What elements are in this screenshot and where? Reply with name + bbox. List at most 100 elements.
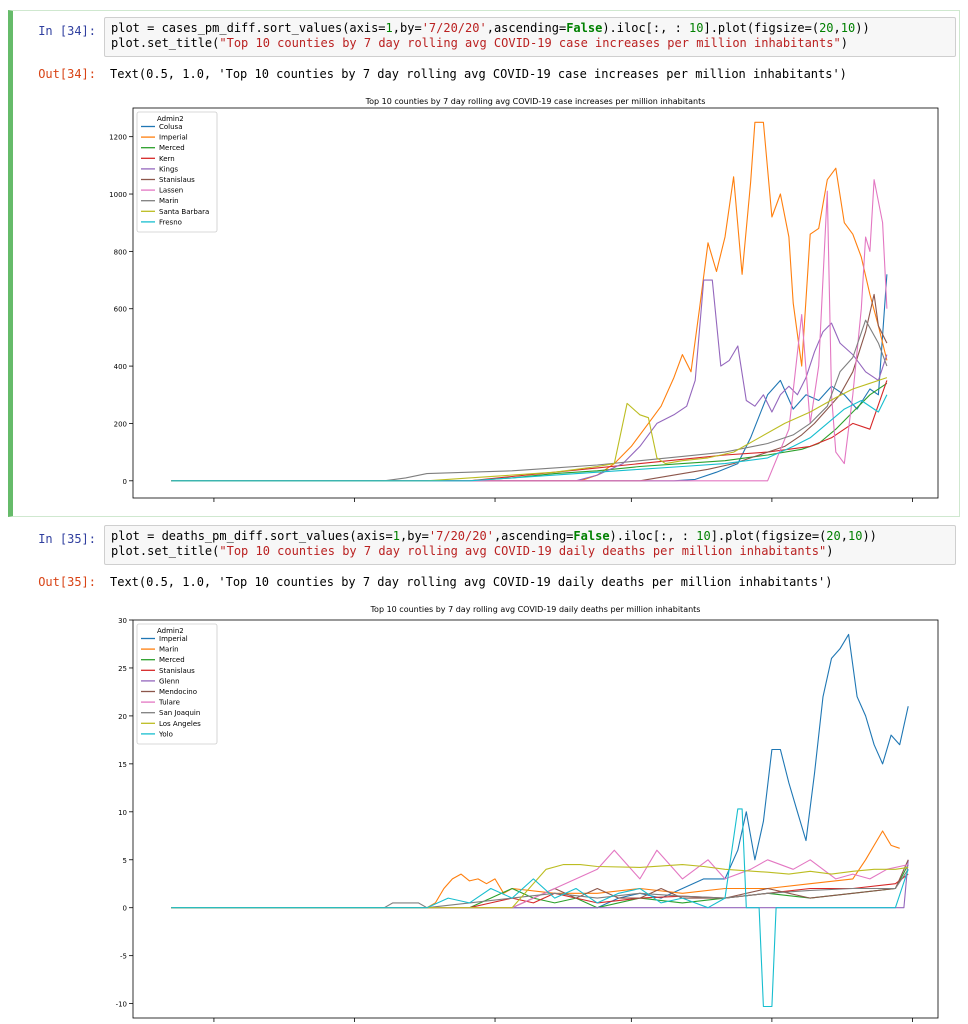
y-tick-label: 5 bbox=[123, 857, 127, 865]
y-tick-label: 30 bbox=[118, 617, 127, 625]
legend-label: Santa Barbara bbox=[159, 208, 209, 216]
legend-label: Glenn bbox=[159, 677, 180, 685]
legend-box bbox=[136, 623, 218, 745]
series-line-merced bbox=[171, 382, 888, 482]
legend-label: Yolo bbox=[158, 730, 173, 738]
code-text: plot = cases_pm_diff.sort_values(axis= bbox=[111, 21, 386, 35]
code-text: ,by= bbox=[400, 529, 429, 543]
legend-label: Marin bbox=[159, 197, 179, 205]
code-text: )) bbox=[862, 529, 877, 543]
y-tick-label: 800 bbox=[114, 248, 127, 256]
code-string: '7/20/20' bbox=[428, 529, 494, 543]
y-tick-label: 200 bbox=[114, 420, 127, 428]
notebook-cell-34[interactable] bbox=[8, 10, 960, 517]
y-tick-label: -10 bbox=[116, 1001, 127, 1009]
y-tick-label: 0 bbox=[123, 905, 127, 913]
series-line-stanislaus bbox=[171, 873, 909, 909]
code-text: ) bbox=[826, 544, 834, 558]
series-line-fresno bbox=[171, 394, 888, 482]
output-prompt-34: Out[34]: bbox=[38, 67, 96, 81]
legend-title: Admin2 bbox=[157, 115, 184, 123]
plot-frame bbox=[132, 107, 939, 499]
code-number: 1 bbox=[392, 529, 400, 543]
legend-label: Merced bbox=[159, 656, 185, 664]
code-text: , bbox=[833, 21, 841, 35]
code-text: ,ascending= bbox=[493, 529, 574, 543]
code-text: ,ascending= bbox=[486, 21, 567, 35]
input-prompt-35: In [35]: bbox=[38, 532, 96, 546]
code-text: ).iloc[:, : bbox=[609, 529, 697, 543]
legend-label: Kings bbox=[159, 165, 178, 173]
series-line-yolo bbox=[171, 808, 909, 1008]
y-tick-label: 15 bbox=[118, 761, 127, 769]
series-line-marin bbox=[171, 319, 888, 482]
legend-label: Marin bbox=[159, 646, 179, 654]
series-line-tulare bbox=[171, 849, 909, 909]
code-text: plot.set_title( bbox=[111, 544, 220, 558]
code-keyword: False bbox=[566, 21, 603, 35]
plot-frame bbox=[132, 619, 939, 1019]
legend-label: Merced bbox=[159, 144, 185, 152]
series-line-imperial bbox=[171, 121, 888, 482]
legend-label: San Joaquin bbox=[159, 709, 200, 717]
output-text-35: Text(0.5, 1.0, 'Top 10 counties by 7 day… bbox=[110, 575, 833, 589]
series-line-los-angeles bbox=[171, 864, 909, 909]
code-text: plot = deaths_pm_diff.sort_values(axis= bbox=[111, 529, 393, 543]
y-tick-label: 10 bbox=[118, 809, 127, 817]
code-number: 10 bbox=[696, 529, 711, 543]
legend-label: Stanislaus bbox=[159, 176, 195, 184]
code-text: ].plot(figsize=( bbox=[710, 529, 827, 543]
series-line-imperial bbox=[171, 633, 909, 909]
legend-label: Imperial bbox=[159, 635, 188, 643]
code-text: ,by= bbox=[392, 21, 422, 35]
legend-label: Lassen bbox=[159, 187, 183, 195]
legend-label: Colusa bbox=[159, 123, 183, 131]
code-text: ) bbox=[840, 36, 848, 50]
y-tick-label: -5 bbox=[120, 953, 127, 961]
y-tick-label: 0 bbox=[123, 478, 127, 486]
code-keyword: False bbox=[573, 529, 610, 543]
legend-title: Admin2 bbox=[157, 627, 184, 635]
code-number: 10 bbox=[840, 21, 856, 35]
output-text-34: Text(0.5, 1.0, 'Top 10 counties by 7 day… bbox=[110, 67, 847, 81]
legend-label: Tulare bbox=[158, 699, 180, 707]
code-text: )) bbox=[855, 21, 870, 35]
y-tick-label: 1200 bbox=[109, 134, 127, 142]
series-line-merced bbox=[171, 864, 909, 909]
y-tick-label: 400 bbox=[114, 363, 127, 371]
output-prompt-35: Out[35]: bbox=[38, 575, 96, 589]
code-number: 20 bbox=[826, 529, 841, 543]
input-prompt-34: In [34]: bbox=[38, 24, 96, 38]
code-string: "Top 10 counties by 7 day rolling avg CO… bbox=[219, 544, 827, 558]
legend-box bbox=[136, 111, 218, 233]
legend-label: Imperial bbox=[159, 134, 188, 142]
code-input-35[interactable]: plot = deaths_pm_diff.sort_values(axis=1… bbox=[104, 525, 956, 565]
series-line-san-joaquin bbox=[171, 868, 909, 909]
legend-label: Kern bbox=[159, 155, 175, 163]
code-string: '7/20/20' bbox=[421, 21, 487, 35]
code-string: "Top 10 counties by 7 day rolling avg CO… bbox=[219, 36, 841, 50]
code-text: , bbox=[840, 529, 848, 543]
code-input-34[interactable]: plot = cases_pm_diff.sort_values(axis=1,… bbox=[104, 17, 956, 57]
code-number: 10 bbox=[847, 529, 863, 543]
chart-title: Top 10 counties by 7 day rolling avg COV… bbox=[370, 605, 701, 614]
code-number: 1 bbox=[385, 21, 393, 35]
legend-label: Fresno bbox=[159, 218, 182, 226]
series-line-colusa bbox=[171, 274, 888, 482]
chart-title: Top 10 counties by 7 day rolling avg COV… bbox=[365, 97, 706, 106]
code-text: ).iloc[:, : bbox=[602, 21, 690, 35]
series-line-lassen bbox=[171, 179, 888, 482]
chart-0: Top 10 counties by 7 day rolling avg COV… bbox=[109, 97, 939, 502]
code-number: 10 bbox=[689, 21, 704, 35]
legend-label: Los Angeles bbox=[159, 720, 201, 728]
y-tick-label: 20 bbox=[118, 713, 127, 721]
series-line-kings bbox=[171, 279, 888, 482]
series-line-stanislaus bbox=[171, 293, 888, 482]
y-tick-label: 600 bbox=[114, 306, 127, 314]
code-number: 20 bbox=[819, 21, 834, 35]
legend-label: Stanislaus bbox=[159, 667, 195, 675]
legend-label: Mendocino bbox=[159, 688, 197, 696]
chart-1: Top 10 counties by 7 day rolling avg COV… bbox=[116, 605, 939, 1022]
code-text: ].plot(figsize=( bbox=[703, 21, 820, 35]
